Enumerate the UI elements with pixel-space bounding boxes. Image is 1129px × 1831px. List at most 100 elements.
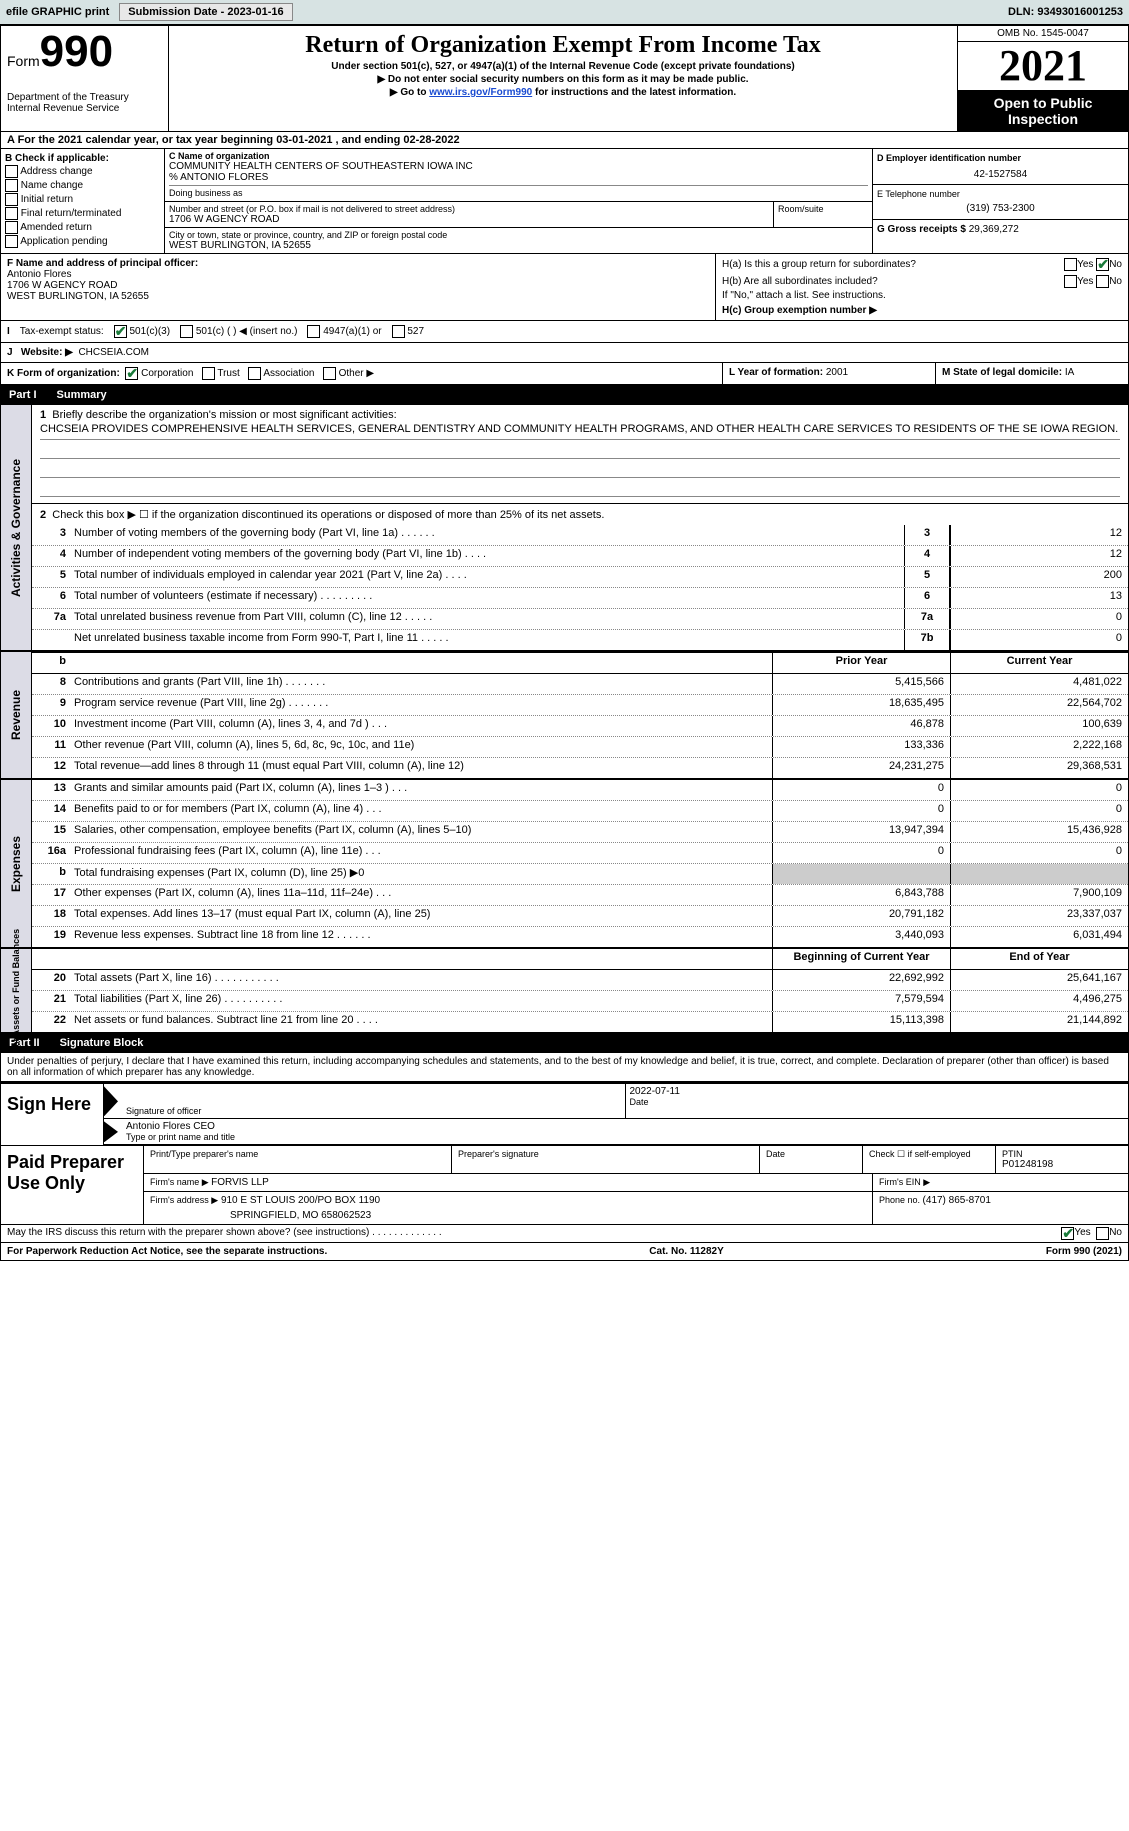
footer-right: Form 990 (2021) bbox=[1046, 1246, 1122, 1257]
discuss-yes[interactable] bbox=[1061, 1227, 1074, 1240]
table-row: 9Program service revenue (Part VIII, lin… bbox=[32, 695, 1128, 716]
chk-501c3[interactable] bbox=[114, 325, 127, 338]
prep-name-label: Print/Type preparer's name bbox=[144, 1146, 452, 1173]
chk-initial[interactable]: Initial return bbox=[5, 193, 160, 206]
form-page: Form990 Department of the Treasury Inter… bbox=[0, 25, 1129, 1261]
b-label: B Check if applicable: bbox=[5, 153, 160, 164]
chk-other[interactable] bbox=[323, 367, 336, 380]
submission-date-button[interactable]: Submission Date - 2023-01-16 bbox=[119, 3, 292, 21]
firm-name: FORVIS LLP bbox=[211, 1177, 269, 1188]
state-domicile: IA bbox=[1065, 367, 1074, 378]
tax-year: 2021 bbox=[958, 42, 1128, 91]
form-subtitle-3: ▶ Go to www.irs.gov/Form990 for instruct… bbox=[175, 87, 951, 98]
end-header: End of Year bbox=[950, 949, 1128, 969]
f-label: F Name and address of principal officer: bbox=[7, 258, 198, 269]
table-row: 17Other expenses (Part IX, column (A), l… bbox=[32, 885, 1128, 906]
city-label: City or town, state or province, country… bbox=[169, 230, 868, 240]
dln-label: DLN: 93493016001253 bbox=[1008, 6, 1123, 18]
chk-trust[interactable] bbox=[202, 367, 215, 380]
e-label: E Telephone number bbox=[877, 189, 1124, 199]
chk-corp[interactable] bbox=[125, 367, 138, 380]
phone: (319) 753-2300 bbox=[877, 203, 1124, 214]
activities-section: Activities & Governance 1 Briefly descri… bbox=[1, 405, 1128, 652]
firm-addr2: SPRINGFIELD, MO 658062523 bbox=[230, 1210, 866, 1221]
dept-label: Department of the Treasury bbox=[7, 92, 162, 103]
hb-yes[interactable] bbox=[1064, 275, 1077, 288]
hb-label: H(b) Are all subordinates included? bbox=[722, 276, 1064, 287]
b-label: b bbox=[32, 653, 70, 673]
firm-ein-label: Firm's EIN ▶ bbox=[873, 1174, 1128, 1191]
mission-text: CHCSEIA PROVIDES COMPREHENSIVE HEALTH SE… bbox=[40, 423, 1120, 440]
website-value: CHCSEIA.COM bbox=[78, 347, 149, 358]
officer-addr2: WEST BURLINGTON, IA 52655 bbox=[7, 291, 709, 302]
hb-no[interactable] bbox=[1096, 275, 1109, 288]
revenue-tab: Revenue bbox=[9, 690, 23, 740]
officer-addr1: 1706 W AGENCY ROAD bbox=[7, 280, 709, 291]
ptin-label: PTIN bbox=[1002, 1149, 1122, 1159]
sign-here-label: Sign Here bbox=[1, 1084, 104, 1145]
year-formation: 2001 bbox=[826, 367, 848, 378]
d-label: D Employer identification number bbox=[877, 153, 1124, 163]
firm-phone: (417) 865-8701 bbox=[923, 1195, 991, 1206]
typed-label: Type or print name and title bbox=[126, 1132, 1124, 1142]
open-to-public: Open to Public Inspection bbox=[958, 91, 1128, 131]
table-row: 22Net assets or fund balances. Subtract … bbox=[32, 1012, 1128, 1032]
table-row: 7aTotal unrelated business revenue from … bbox=[32, 609, 1128, 630]
chk-pending[interactable]: Application pending bbox=[5, 235, 160, 248]
tax-exempt-row: I Tax-exempt status: 501(c)(3) 501(c) ( … bbox=[1, 321, 1128, 343]
sig-officer-label: Signature of officer bbox=[126, 1106, 201, 1116]
sign-block: Sign Here Signature of officer 2022-07-1… bbox=[1, 1082, 1128, 1145]
g-label: G Gross receipts $ bbox=[877, 224, 969, 235]
ha-no[interactable] bbox=[1096, 258, 1109, 271]
prep-date-label: Date bbox=[760, 1146, 863, 1173]
addr-label: Number and street (or P.O. box if mail i… bbox=[169, 204, 769, 214]
table-row: 4Number of independent voting members of… bbox=[32, 546, 1128, 567]
hc-label: H(c) Group exemption number ▶ bbox=[722, 305, 1122, 316]
hb-note: If "No," attach a list. See instructions… bbox=[722, 290, 1122, 301]
chk-final[interactable]: Final return/terminated bbox=[5, 207, 160, 220]
table-row: 6Total number of volunteers (estimate if… bbox=[32, 588, 1128, 609]
discuss-no[interactable] bbox=[1096, 1227, 1109, 1240]
netassets-tab: Net Assets or Fund Balances bbox=[11, 929, 21, 1053]
arrow-icon bbox=[104, 1086, 118, 1116]
form-subtitle-2: ▶ Do not enter social security numbers o… bbox=[175, 74, 951, 85]
irs-link[interactable]: www.irs.gov/Form990 bbox=[429, 87, 532, 98]
sign-date: 2022-07-11 bbox=[630, 1086, 1125, 1097]
chk-name[interactable]: Name change bbox=[5, 179, 160, 192]
table-row: Net unrelated business taxable income fr… bbox=[32, 630, 1128, 650]
table-row: bTotal fundraising expenses (Part IX, co… bbox=[32, 864, 1128, 885]
chk-address[interactable]: Address change bbox=[5, 165, 160, 178]
gross-receipts: 29,369,272 bbox=[969, 224, 1019, 235]
table-row: 20Total assets (Part X, line 16) . . . .… bbox=[32, 970, 1128, 991]
chk-amended[interactable]: Amended return bbox=[5, 221, 160, 234]
irs-label: Internal Revenue Service bbox=[7, 103, 162, 115]
ha-yes[interactable] bbox=[1064, 258, 1077, 271]
officer-typed-name: Antonio Flores CEO bbox=[126, 1121, 1124, 1132]
perjury-declaration: Under penalties of perjury, I declare th… bbox=[1, 1053, 1128, 1082]
chk-4947[interactable] bbox=[307, 325, 320, 338]
k-org-row: K Form of organization: Corporation Trus… bbox=[1, 363, 1128, 386]
page-footer: For Paperwork Reduction Act Notice, see … bbox=[1, 1242, 1128, 1260]
expenses-section: Expenses 13Grants and similar amounts pa… bbox=[1, 780, 1128, 949]
table-row: 12Total revenue—add lines 8 through 11 (… bbox=[32, 758, 1128, 778]
form-subtitle-1: Under section 501(c), 527, or 4947(a)(1)… bbox=[175, 61, 951, 72]
chk-527[interactable] bbox=[392, 325, 405, 338]
tax-year-row: A For the 2021 calendar year, or tax yea… bbox=[1, 132, 1128, 149]
efile-label: efile GRAPHIC print bbox=[6, 6, 109, 18]
table-row: 11Other revenue (Part VIII, column (A), … bbox=[32, 737, 1128, 758]
table-row: 14Benefits paid to or for members (Part … bbox=[32, 801, 1128, 822]
dba-label: Doing business as bbox=[169, 185, 868, 198]
chk-assoc[interactable] bbox=[248, 367, 261, 380]
ptin-value: P01248198 bbox=[1002, 1159, 1122, 1170]
current-year-header: Current Year bbox=[950, 653, 1128, 673]
beginning-header: Beginning of Current Year bbox=[772, 949, 950, 969]
part1-header: Part I Summary bbox=[1, 386, 1128, 405]
netassets-section: Net Assets or Fund Balances Beginning of… bbox=[1, 949, 1128, 1034]
mission-block: 1 Briefly describe the organization's mi… bbox=[32, 405, 1128, 504]
prep-sig-label: Preparer's signature bbox=[452, 1146, 760, 1173]
ha-label: H(a) Is this a group return for subordin… bbox=[722, 259, 1064, 270]
chk-501c[interactable] bbox=[180, 325, 193, 338]
org-care-of: % ANTONIO FLORES bbox=[169, 172, 868, 183]
form-header: Form990 Department of the Treasury Inter… bbox=[1, 26, 1128, 132]
firm-addr1: 910 E ST LOUIS 200/PO BOX 1190 bbox=[221, 1195, 380, 1206]
